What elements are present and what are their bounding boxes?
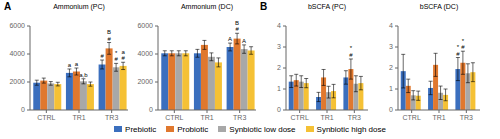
svg-text:CTRL: CTRL: [403, 114, 421, 121]
html-text:Synbiotic high dose: Synbiotic high dose: [316, 124, 386, 134]
svg-text:TR3: TR3: [233, 114, 246, 121]
svg-text:2: 2: [277, 64, 281, 71]
svg-text:2000: 2000: [9, 78, 25, 85]
html-text:Probiotic: Probiotic: [177, 124, 209, 134]
svg-text:a: a: [68, 62, 72, 68]
svg-text:4000: 4000: [9, 50, 25, 57]
html-text:A: A: [4, 1, 12, 12]
svg-text:4000: 4000: [137, 50, 153, 57]
svg-text:4: 4: [389, 22, 393, 29]
html-text:B: B: [260, 1, 268, 12]
svg-text:*#: *#: [461, 38, 465, 51]
html-text:Prebiotic: Prebiotic: [125, 124, 157, 134]
svg-text:TR1: TR1: [72, 114, 85, 121]
html-text:Ammonium (DC): Ammonium (DC): [180, 3, 234, 10]
svg-text:a#: a#: [121, 49, 125, 62]
html-text:bSCFA (DC): bSCFA (DC): [419, 3, 459, 10]
svg-text:0: 0: [21, 106, 25, 113]
svg-text:TR3: TR3: [105, 114, 118, 121]
svg-text:*#: *#: [349, 45, 353, 58]
svg-text:*#: *#: [456, 44, 460, 57]
svg-text:a: a: [75, 61, 79, 67]
svg-text:TR3: TR3: [348, 114, 361, 121]
svg-text:a,b: a,b: [79, 72, 88, 78]
svg-text:0: 0: [277, 106, 281, 113]
svg-text:A: A: [242, 38, 246, 44]
svg-text:B#: B#: [235, 20, 239, 33]
svg-text:2: 2: [389, 64, 393, 71]
svg-text:TR1: TR1: [200, 114, 213, 121]
html-text:Ammonium (PC): Ammonium (PC): [53, 3, 105, 10]
svg-text:TR1: TR1: [320, 114, 333, 121]
svg-text:1: 1: [277, 85, 281, 92]
svg-text:CTRL: CTRL: [37, 114, 55, 121]
svg-text:3: 3: [277, 43, 281, 50]
svg-text:1: 1: [389, 85, 393, 92]
svg-text:A: A: [228, 36, 232, 42]
svg-text:0: 0: [389, 106, 393, 113]
svg-text:TR1: TR1: [432, 114, 445, 121]
svg-text:#: #: [100, 53, 104, 59]
svg-text:2000: 2000: [137, 78, 153, 85]
svg-text:*#: *#: [114, 50, 118, 63]
svg-text:3: 3: [389, 43, 393, 50]
svg-text:6000: 6000: [9, 22, 25, 29]
html-text:bSCFA (PC): bSCFA (PC): [307, 3, 347, 10]
html-text:Synbiotic low dose: Synbiotic low dose: [229, 124, 296, 134]
svg-text:4: 4: [277, 22, 281, 29]
svg-text:6000: 6000: [137, 22, 153, 29]
svg-text:CTRL: CTRL: [165, 114, 183, 121]
svg-text:TR3: TR3: [460, 114, 473, 121]
svg-text:CTRL: CTRL: [291, 114, 309, 121]
svg-text:0: 0: [149, 106, 153, 113]
svg-text:B#: B#: [107, 29, 111, 42]
